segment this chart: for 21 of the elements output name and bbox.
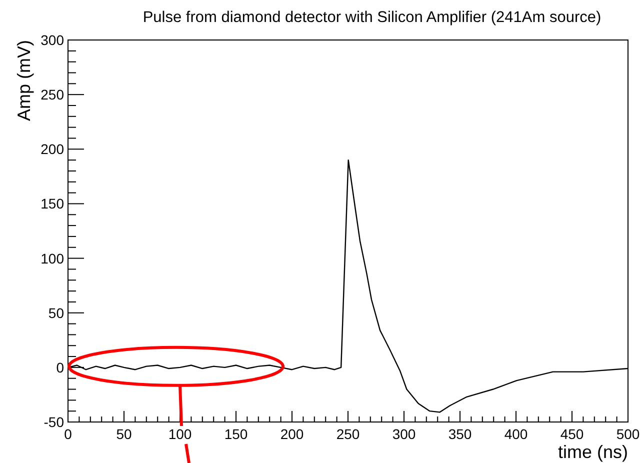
x-tick-label: 150 [224,426,248,442]
x-tick-label: 50 [116,426,132,442]
y-tick-label: 100 [40,250,64,266]
chart-title: Pulse from diamond detector with Silicon Amplifier (241Am source) [142,9,602,26]
x-tick-label: 400 [504,426,528,442]
y-tick-label: 0 [56,359,64,376]
y-tick-label: -50 [44,414,64,430]
y-axis-title: Amp (mV) [14,40,34,121]
x-tick-label: 500 [616,426,640,442]
y-tick-label: 150 [40,196,64,212]
x-tick-label: 450 [560,426,584,442]
x-tick-label: 350 [448,426,472,442]
y-tick-label: 300 [40,32,64,48]
x-tick-label: 200 [280,426,304,442]
x-axis-title: time (ns) [558,442,628,462]
y-tick-label: 200 [40,141,64,158]
y-tick-label: 50 [48,304,64,321]
y-tick-label: 250 [40,86,64,103]
x-tick-label: 300 [392,426,416,442]
x-tick-label: 100 [168,426,192,442]
x-tick-label: 250 [336,426,360,442]
